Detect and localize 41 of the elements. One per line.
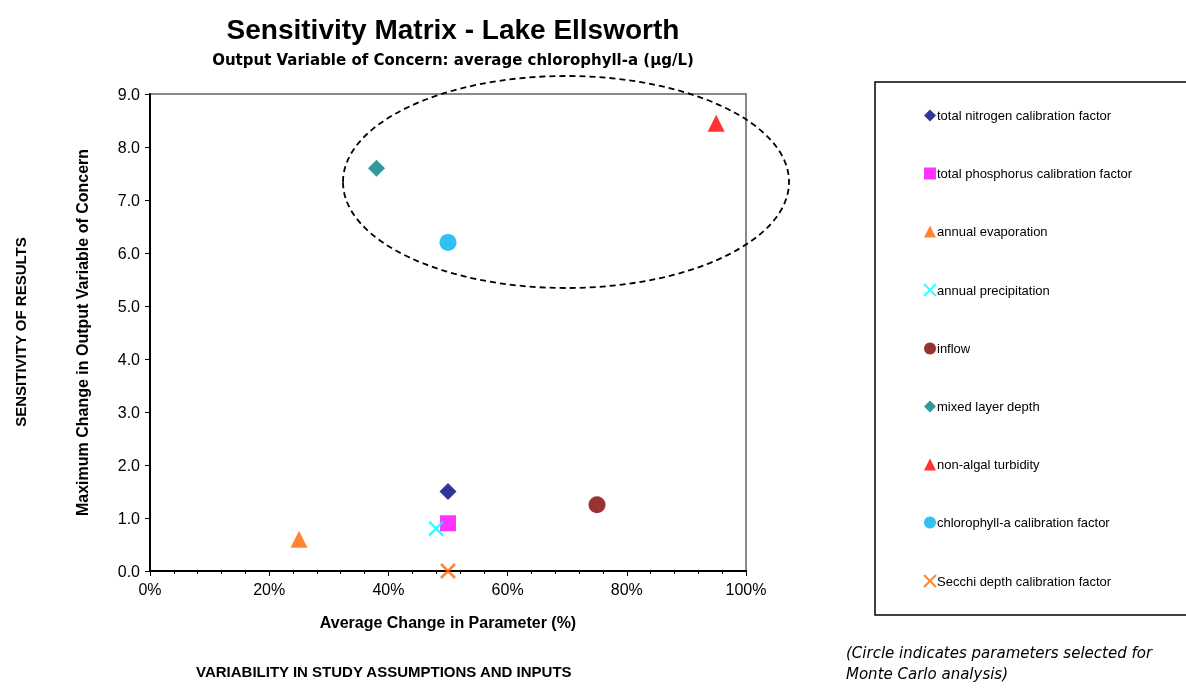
- y-tick-label: 3.0: [117, 403, 141, 421]
- legend-label: annual precipitation: [937, 282, 1050, 298]
- legend-label: total phosphorus calibration factor: [937, 166, 1133, 181]
- y-tick-label: 2.0: [117, 456, 141, 474]
- point: [439, 233, 457, 251]
- x-tick-label: 40%: [372, 580, 405, 598]
- point: [439, 483, 457, 500]
- chart-title: Sensitivity Matrix - Lake Ellsworth: [226, 13, 680, 45]
- legend-label: mixed layer depth: [937, 399, 1040, 414]
- x-tick-label: 20%: [253, 580, 286, 598]
- x-tick-label: 100%: [725, 580, 767, 598]
- legend-label: total nitrogen calibration factor: [937, 108, 1112, 123]
- y-tick-label: 7.0: [117, 191, 141, 209]
- y-tick-label: 8.0: [117, 138, 141, 156]
- y-tick-label: 0.0: [117, 562, 141, 580]
- point: [439, 562, 457, 580]
- point: [440, 515, 456, 532]
- text: SENSITIVITY OF RESULTS: [11, 237, 29, 427]
- point: [588, 496, 606, 514]
- point: [367, 159, 385, 177]
- y-tick-label: 4.0: [117, 350, 141, 368]
- text: (Circle indicates parameters selected for Monte Carlo analysis): [846, 643, 1157, 683]
- x-tick-label: 60%: [491, 580, 524, 598]
- y-axis-title: Maximum Change in Output Variable of Concern: [73, 148, 91, 517]
- point: [290, 530, 308, 548]
- x-tick-label: 0%: [138, 580, 162, 598]
- x-tick-label: 80%: [610, 580, 643, 598]
- y-tick-label: 5.0: [117, 297, 141, 315]
- legend-label: inflow: [937, 341, 971, 356]
- point: [427, 520, 445, 537]
- chart-subtitle: Output Variable of Concern: average chlorophyll-a (µg/L): [212, 50, 694, 69]
- y-tick-label: 6.0: [117, 244, 141, 262]
- legend-label: chlorophyll-a calibration factor: [937, 515, 1111, 530]
- x-axis-title: Average Change in Parameter (%): [319, 613, 577, 631]
- y-tick-label: 9.0: [117, 85, 141, 103]
- point: [707, 114, 725, 132]
- legend-label: annual evaporation: [937, 224, 1048, 239]
- y-tick-label: 1.0: [117, 509, 141, 527]
- legend-label: non-algal turbidity: [937, 457, 1041, 472]
- legend-label: Secchi depth calibration factor: [937, 573, 1112, 589]
- text: VARIABILITY IN STUDY ASSUMPTIONS AND INPUTS: [196, 663, 572, 680]
